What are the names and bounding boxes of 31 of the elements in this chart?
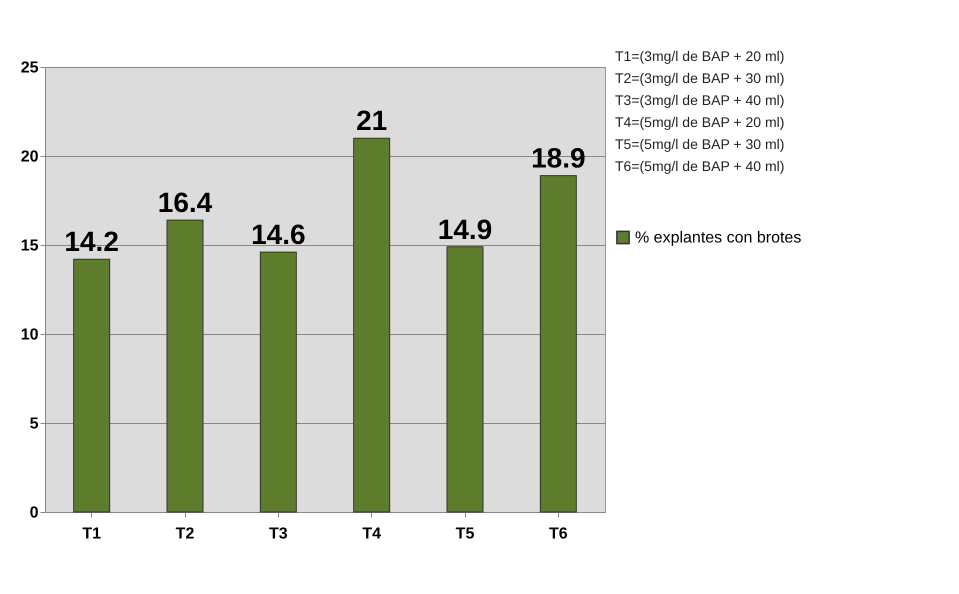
bar [260, 252, 297, 512]
y-tick-label: 10 [20, 326, 39, 344]
y-tick-label: 5 [30, 416, 39, 432]
data-label: 14.9 [438, 214, 492, 245]
data-label: 14.6 [251, 219, 306, 250]
bar [73, 258, 110, 512]
legend-label: % explantes con brotes [635, 230, 802, 246]
text: T1=(3mg/l de BAP + 20 ml) [615, 48, 784, 64]
x-tick-label: T6 [548, 526, 568, 542]
bar [166, 220, 204, 512]
y-tick-label: 15 [20, 238, 39, 254]
y-tick-label: 25 [20, 60, 39, 76]
data-label: 16.4 [158, 187, 213, 218]
x-tick-label: T3 [268, 526, 288, 542]
bar [446, 246, 484, 512]
bar [540, 175, 577, 512]
text: T5=(5mg/l de BAP + 30 ml) [615, 136, 784, 152]
text: T4=(5mg/l de BAP + 20 ml) [615, 114, 784, 130]
text: T2=(3mg/l de BAP + 30 ml) [615, 70, 784, 86]
x-tick-label: T2 [176, 526, 194, 542]
y-tick-label: 0 [30, 504, 39, 522]
x-tick-label: T1 [82, 526, 102, 542]
text: T3=(3mg/l de BAP + 40 ml) [615, 92, 784, 108]
bar [353, 138, 390, 512]
data-label: 21 [356, 105, 388, 136]
text: T6=(5mg/l de BAP + 40 ml) [615, 158, 784, 174]
data-label: 18.9 [531, 142, 586, 174]
x-tick-label: T5 [456, 526, 474, 542]
y-tick-label: 20 [20, 148, 39, 166]
data-label: 14.2 [64, 226, 119, 258]
x-tick-label: T4 [362, 526, 382, 542]
